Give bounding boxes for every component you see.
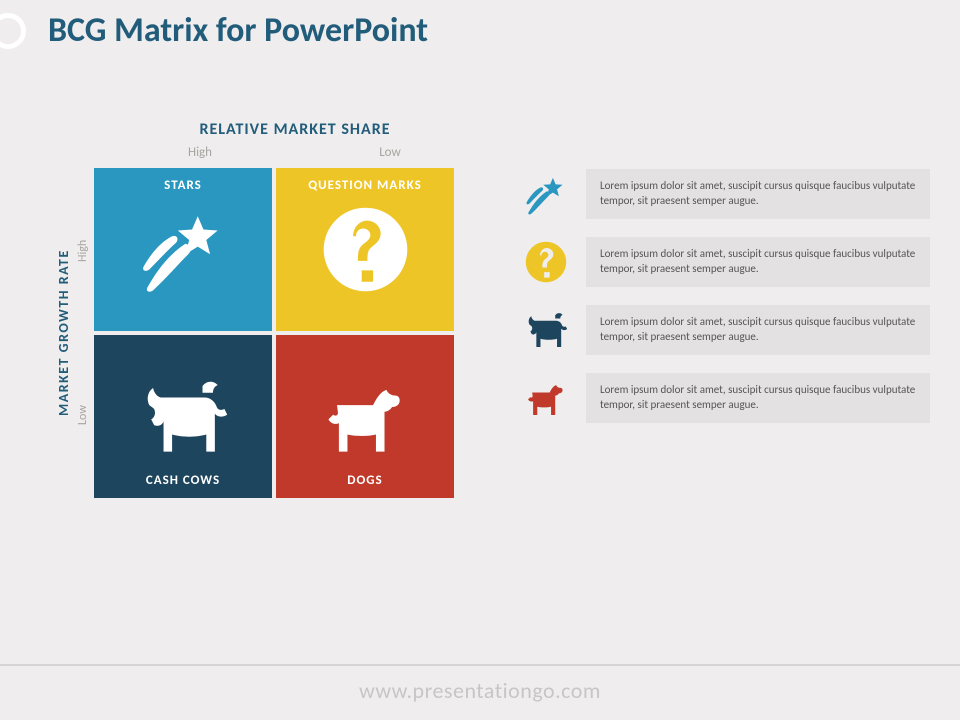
x-axis-low-label: Low	[295, 145, 485, 160]
shooting-star-icon	[520, 168, 572, 220]
footer-divider	[0, 664, 960, 666]
y-axis-low-label: Low	[72, 333, 94, 498]
y-axis-ticks: High Low	[72, 168, 94, 498]
description-list: Lorem ipsum dolor sit amet, suscipit cur…	[520, 168, 930, 498]
cell-cash-cows: CASH COWS	[94, 335, 272, 498]
x-axis-title: RELATIVE MARKET SHARE	[105, 120, 485, 139]
desc-item-stars: Lorem ipsum dolor sit amet, suscipit cur…	[520, 168, 930, 220]
desc-text-dog: Lorem ipsum dolor sit amet, suscipit cur…	[586, 373, 930, 423]
cell-dogs: DOGS	[276, 335, 454, 498]
y-axis-high-label: High	[72, 168, 94, 333]
footer-url: www.presentationgo.com	[0, 677, 960, 704]
desc-text-question: Lorem ipsum dolor sit amet, suscipit cur…	[586, 237, 930, 287]
bcg-matrix: RELATIVE MARKET SHARE High Low MARKET GR…	[55, 120, 485, 498]
cell-cows-label: CASH COWS	[94, 473, 272, 488]
cell-question-label: QUESTION MARKS	[276, 178, 454, 193]
cow-icon	[136, 369, 231, 464]
matrix-grid: STARS QUESTION MARKS CASH COWS	[94, 168, 454, 498]
dog-icon	[520, 372, 572, 424]
cell-stars-label: STARS	[94, 178, 272, 193]
cell-question-marks: QUESTION MARKS	[276, 168, 454, 331]
desc-item-dog: Lorem ipsum dolor sit amet, suscipit cur…	[520, 372, 930, 424]
desc-item-cow: Lorem ipsum dolor sit amet, suscipit cur…	[520, 304, 930, 356]
dog-icon	[318, 369, 413, 464]
content-area: RELATIVE MARKET SHARE High Low MARKET GR…	[55, 120, 930, 498]
x-axis-ticks: High Low	[105, 145, 485, 160]
desc-text-cow: Lorem ipsum dolor sit amet, suscipit cur…	[586, 305, 930, 355]
y-axis-title: MARKET GROWTH RATE	[55, 168, 72, 498]
title-ring-decoration	[0, 13, 26, 49]
desc-item-question: Lorem ipsum dolor sit amet, suscipit cur…	[520, 236, 930, 288]
cell-stars: STARS	[94, 168, 272, 331]
title-bar: BCG Matrix for PowerPoint	[0, 10, 960, 51]
x-axis-high-label: High	[105, 145, 295, 160]
page-title: BCG Matrix for PowerPoint	[48, 10, 428, 51]
cell-dogs-label: DOGS	[276, 473, 454, 488]
desc-text-stars: Lorem ipsum dolor sit amet, suscipit cur…	[586, 169, 930, 219]
shooting-star-icon	[136, 202, 231, 297]
question-mark-icon	[520, 236, 572, 288]
question-mark-icon	[318, 202, 413, 297]
cow-icon	[520, 304, 572, 356]
